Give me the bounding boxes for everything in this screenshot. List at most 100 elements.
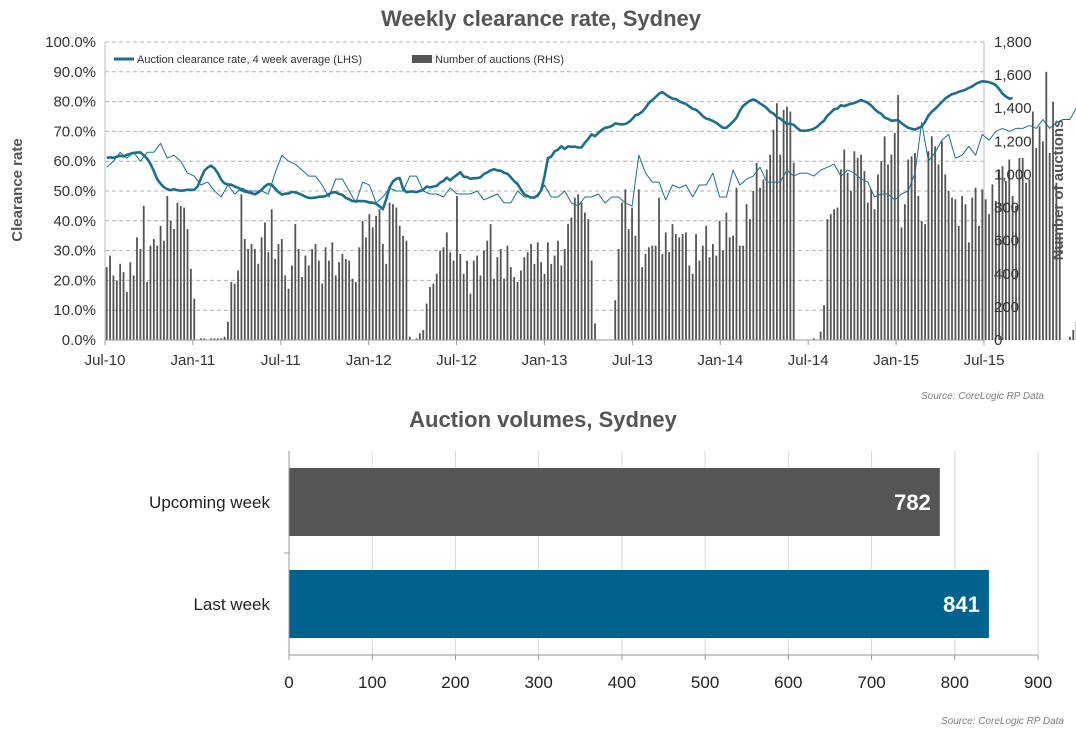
clearance-x-tick-label: Jan-11 — [171, 352, 216, 369]
auction-count-bar — [705, 225, 708, 340]
clearance-x-tick-label: Jan-13 — [522, 352, 568, 369]
clearance-legend: Auction clearance rate, 4 week average (… — [110, 50, 588, 68]
auction-count-bar — [765, 169, 768, 340]
auction-count-bar — [479, 275, 482, 340]
auction-count-bar — [1035, 147, 1038, 340]
auction-count-bar — [1038, 126, 1041, 341]
auction-count-bar — [520, 270, 522, 340]
volumes-bar-value-label: 841 — [943, 592, 980, 617]
auction-count-bar — [644, 253, 647, 340]
auction-count-bar — [550, 263, 553, 340]
auction-count-bar — [385, 263, 388, 340]
clearance-chart: Weekly clearance rate, Sydney Clearance … — [9, 6, 1076, 402]
clearance-x-tick-label: Jul-12 — [436, 352, 477, 369]
auction-count-bar — [546, 242, 549, 340]
auction-y2-tick-label: 0 — [994, 332, 1002, 349]
auction-count-bar — [762, 179, 765, 340]
auction-count-bar — [297, 248, 300, 340]
auction-y2-tick-label: 800 — [994, 200, 1019, 217]
auction-count-bar — [634, 235, 637, 340]
auction-count-bar — [149, 245, 152, 340]
auction-count-bar — [331, 242, 334, 340]
auction-count-bar — [156, 245, 159, 340]
auction-count-bar — [203, 338, 206, 340]
auction-count-bar — [715, 255, 718, 340]
auction-count-bar — [280, 239, 283, 340]
clearance-y-tick-label: 10.0% — [53, 302, 96, 319]
auction-count-bar — [381, 243, 384, 340]
auction-count-bar — [1052, 101, 1054, 340]
auction-count-bar — [786, 106, 788, 340]
auction-count-bar — [590, 260, 593, 340]
auction-count-bar — [233, 283, 236, 340]
auction-count-bar — [877, 174, 879, 340]
clearance-gridlines — [104, 41, 985, 341]
clearance-y-tick-label: 0.0% — [62, 332, 96, 349]
volumes-x-tick-label: 500 — [691, 673, 719, 692]
auction-count-bar — [1048, 152, 1051, 340]
auction-count-bar — [287, 288, 290, 340]
auction-count-bar — [994, 200, 997, 340]
auction-count-bar — [836, 207, 839, 340]
auction-count-bar — [533, 263, 536, 340]
auction-count-bar — [489, 224, 492, 340]
auction-count-bar — [974, 187, 977, 340]
auction-count-bar — [738, 245, 741, 340]
clearance-x-tick-label: Jul-13 — [612, 352, 653, 369]
auction-count-bar — [176, 202, 179, 340]
auction-count-bar — [934, 146, 937, 340]
auction-count-bar — [193, 298, 196, 340]
auction-count-bar — [324, 247, 327, 340]
volumes-x-tick-label: 300 — [524, 673, 552, 692]
auction-count-bar — [186, 229, 189, 340]
auction-count-bar — [819, 331, 822, 340]
auction-count-bar — [105, 267, 108, 340]
auction-count-bar — [405, 240, 408, 340]
auction-count-bar — [779, 154, 782, 340]
auction-count-bar — [435, 273, 438, 340]
auction-count-bar — [617, 248, 620, 340]
clearance-y2-axis-label: Number of auctions — [1050, 120, 1067, 261]
clearance-rate-lines — [106, 80, 1076, 211]
auction-count-bar — [944, 174, 947, 340]
auction-volumes-chart: Auction volumes, Sydney 782 841 0 100 200 30… — [149, 407, 1064, 727]
auction-count-bar — [142, 205, 145, 340]
auction-count-bar — [1008, 159, 1011, 340]
auction-y2-tick-label: 1,200 — [994, 133, 1032, 150]
auction-count-bar — [526, 252, 529, 340]
auction-count-bar — [523, 257, 526, 340]
auction-count-bar — [947, 191, 950, 340]
auction-count-bar — [829, 214, 832, 340]
auction-count-bar — [452, 260, 455, 340]
clearance-chart-title: Weekly clearance rate, Sydney — [381, 6, 702, 31]
auction-count-bar — [466, 260, 468, 340]
auction-count-bar — [1028, 179, 1031, 340]
volumes-bar — [289, 570, 989, 638]
auction-count-bar — [358, 247, 361, 340]
auction-count-bar — [853, 151, 856, 340]
auction-count-bar — [472, 260, 475, 340]
auction-count-bar — [1018, 157, 1021, 340]
auction-count-bar — [1045, 71, 1048, 341]
auction-count-bar — [1011, 195, 1014, 340]
auction-count-bar — [227, 321, 229, 340]
volumes-x-tick-label: 800 — [941, 673, 969, 692]
auction-count-bar — [658, 197, 660, 340]
auction-count-bar — [937, 164, 940, 340]
auction-count-bar — [392, 204, 394, 340]
auction-count-bar — [274, 258, 276, 340]
auction-count-bar — [112, 275, 115, 340]
clearance-y-tick-label: 40.0% — [53, 213, 96, 230]
auction-count-bar — [277, 243, 280, 340]
auction-y2-tick-label: 1,800 — [994, 34, 1032, 51]
auction-count-bar — [371, 227, 374, 340]
auction-count-bar — [789, 111, 792, 340]
auction-count-bar — [338, 262, 340, 340]
auction-count-bar — [735, 187, 738, 340]
auction-count-bar — [967, 242, 970, 340]
auction-count-bar — [984, 199, 987, 340]
auction-count-bar — [863, 171, 866, 340]
auction-count-bar — [503, 278, 505, 340]
volumes-x-tick-label: 0 — [284, 673, 293, 692]
legend-bar-label: Number of auctions (RHS) — [435, 54, 564, 66]
